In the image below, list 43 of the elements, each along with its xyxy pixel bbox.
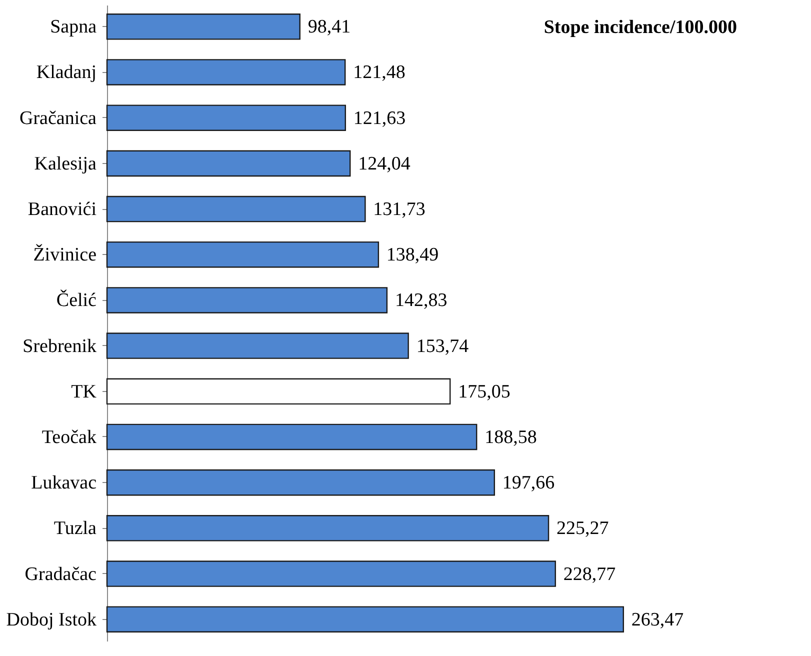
data-label: 98,41 (308, 16, 351, 38)
y-tick-label: Srebrenik (22, 336, 97, 357)
bar (106, 104, 346, 131)
bar (106, 241, 380, 268)
y-tick-label: Lukavac (31, 472, 96, 494)
y-tick-label: Banovići (28, 199, 96, 220)
bar (106, 378, 451, 405)
bar (106, 560, 556, 587)
data-label: 197,66 (502, 472, 555, 494)
bar (106, 14, 300, 40)
y-tick-label: Teočak (42, 426, 97, 448)
bar (106, 59, 346, 86)
bar (106, 196, 366, 222)
data-label: 153,74 (416, 336, 470, 357)
text: Stope incidence/100.000 (544, 17, 737, 38)
y-tick-label: Tuzla (54, 518, 98, 540)
y-tick-label: Živinice (33, 244, 96, 266)
bar (106, 424, 478, 450)
bar (106, 469, 496, 496)
data-label: 138,49 (386, 244, 439, 266)
y-tick-label: Gradačac (24, 564, 96, 585)
data-label: 121,48 (353, 62, 406, 84)
y-tick-label: Doboj Istok (6, 609, 97, 630)
data-label: 124,04 (358, 153, 411, 174)
data-label: 175,05 (458, 381, 510, 402)
data-label: 121,63 (353, 108, 406, 129)
data-label: 131,73 (373, 199, 426, 220)
data-label: 188,58 (484, 426, 537, 448)
data-label: 263,47 (631, 609, 684, 630)
y-tick-label: TK (71, 381, 97, 402)
bar (106, 150, 351, 177)
bar (106, 287, 388, 314)
y-tick-label: Kladanj (36, 62, 96, 84)
y-tick-label: Kalesija (34, 153, 98, 174)
bar (106, 606, 624, 632)
data-label: 228,77 (563, 564, 616, 585)
data-label: 225,27 (556, 518, 609, 540)
y-tick-label: Sapna (50, 16, 98, 38)
bar (106, 515, 550, 542)
bar (106, 332, 409, 359)
data-label: 142,83 (394, 290, 448, 312)
y-tick-label: Čelić (56, 289, 96, 312)
y-tick-label: Gračanica (20, 108, 98, 129)
